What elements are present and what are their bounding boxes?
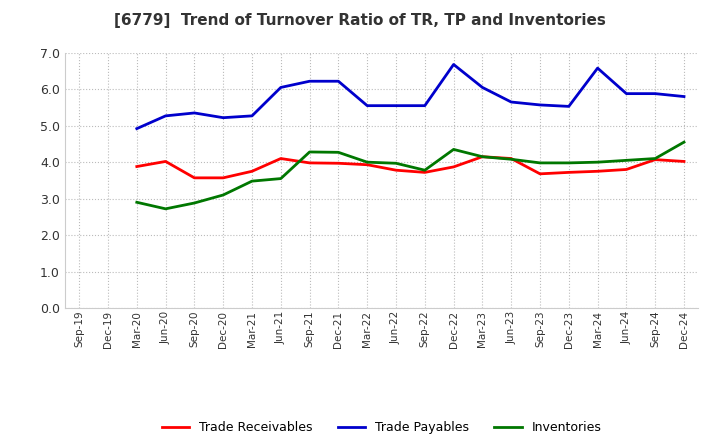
Trade Payables xyxy=(219,115,228,120)
Trade Payables xyxy=(622,91,631,96)
Trade Payables xyxy=(420,103,429,108)
Trade Receivables xyxy=(161,159,170,164)
Trade Receivables xyxy=(334,161,343,166)
Inventories xyxy=(507,157,516,162)
Inventories xyxy=(190,200,199,205)
Inventories xyxy=(651,156,660,161)
Trade Payables xyxy=(564,104,573,109)
Legend: Trade Receivables, Trade Payables, Inventories: Trade Receivables, Trade Payables, Inven… xyxy=(162,422,601,434)
Trade Receivables xyxy=(564,170,573,175)
Inventories xyxy=(680,139,688,145)
Inventories xyxy=(392,161,400,166)
Inventories xyxy=(334,150,343,155)
Inventories xyxy=(593,160,602,165)
Inventories xyxy=(536,160,544,165)
Trade Payables xyxy=(680,94,688,99)
Trade Payables xyxy=(536,102,544,107)
Inventories xyxy=(478,154,487,159)
Trade Payables xyxy=(363,103,372,108)
Trade Receivables xyxy=(305,160,314,165)
Inventories xyxy=(276,176,285,181)
Inventories xyxy=(161,206,170,212)
Trade Receivables xyxy=(536,171,544,176)
Trade Receivables xyxy=(478,154,487,159)
Inventories xyxy=(564,160,573,165)
Trade Payables xyxy=(478,85,487,90)
Trade Payables xyxy=(593,66,602,71)
Inventories xyxy=(132,200,141,205)
Text: [6779]  Trend of Turnover Ratio of TR, TP and Inventories: [6779] Trend of Turnover Ratio of TR, TP… xyxy=(114,13,606,28)
Trade Payables xyxy=(334,79,343,84)
Trade Receivables xyxy=(449,164,458,169)
Trade Receivables xyxy=(392,168,400,173)
Inventories xyxy=(420,168,429,173)
Trade Payables xyxy=(507,99,516,105)
Trade Payables xyxy=(190,110,199,116)
Trade Receivables xyxy=(276,156,285,161)
Trade Receivables xyxy=(622,167,631,172)
Trade Receivables xyxy=(190,175,199,180)
Trade Payables xyxy=(161,113,170,118)
Inventories xyxy=(363,160,372,165)
Inventories xyxy=(219,192,228,198)
Line: Inventories: Inventories xyxy=(137,142,684,209)
Inventories xyxy=(622,158,631,163)
Trade Receivables xyxy=(248,169,256,174)
Inventories xyxy=(305,149,314,154)
Trade Payables xyxy=(651,91,660,96)
Trade Receivables xyxy=(363,162,372,167)
Trade Payables xyxy=(132,126,141,131)
Line: Trade Payables: Trade Payables xyxy=(137,65,684,128)
Trade Receivables xyxy=(219,175,228,180)
Trade Payables xyxy=(305,79,314,84)
Trade Receivables xyxy=(420,170,429,175)
Trade Receivables xyxy=(593,169,602,174)
Trade Receivables xyxy=(132,164,141,169)
Trade Receivables xyxy=(651,157,660,162)
Inventories xyxy=(248,179,256,184)
Line: Trade Receivables: Trade Receivables xyxy=(137,157,684,178)
Trade Payables xyxy=(276,85,285,90)
Inventories xyxy=(449,147,458,152)
Trade Receivables xyxy=(507,156,516,161)
Trade Payables xyxy=(392,103,400,108)
Trade Payables xyxy=(248,113,256,118)
Trade Receivables xyxy=(680,159,688,164)
Trade Payables xyxy=(449,62,458,67)
